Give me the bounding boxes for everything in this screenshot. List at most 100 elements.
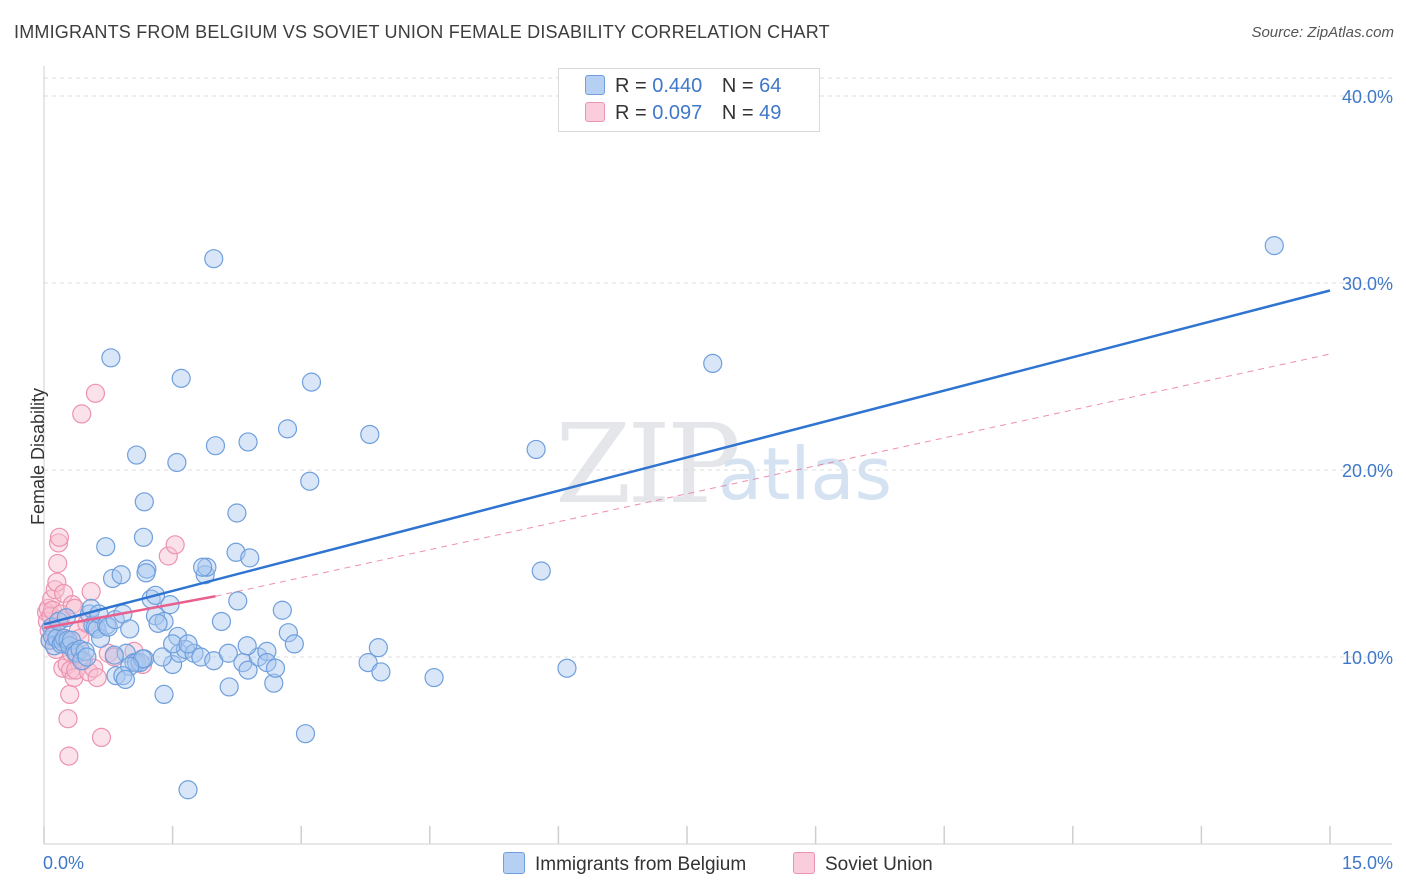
data-point-belgium <box>368 638 388 658</box>
data-point-belgium <box>238 660 258 680</box>
data-point-belgium <box>228 591 248 611</box>
bottom-legend-label-soviet: Soviet Union <box>825 854 933 875</box>
data-point-soviet-union <box>158 546 178 566</box>
data-point-soviet-union <box>47 572 67 592</box>
legend-n-label: N = <box>721 102 754 124</box>
y-tick-label: 10.0% <box>1342 648 1393 668</box>
legend-r-label: R = <box>615 102 647 124</box>
legend-n-value: 64 <box>759 75 782 97</box>
data-point-belgium <box>167 452 187 473</box>
legend-r-value: 0.097 <box>652 102 703 124</box>
data-point-belgium <box>126 445 147 465</box>
data-point-soviet-union <box>87 667 107 688</box>
data-point-belgium <box>284 634 304 654</box>
data-point-soviet-union <box>48 533 69 553</box>
data-point-belgium <box>526 439 546 460</box>
chart-title: IMMIGRANTS FROM BELGIUM VS SOVIET UNION … <box>14 22 830 42</box>
data-point-belgium <box>238 432 258 452</box>
data-point-belgium <box>531 561 551 581</box>
data-point-belgium <box>240 548 260 568</box>
data-point-belgium <box>371 662 391 682</box>
data-point-belgium <box>277 419 298 439</box>
data-point-belgium <box>193 557 213 577</box>
y-tick-label: 40.0% <box>1342 87 1393 107</box>
data-point-belgium <box>703 353 723 374</box>
data-point-belgium <box>218 643 238 663</box>
data-point-belgium <box>272 600 292 620</box>
chart-source: Source: ZipAtlas.com <box>1251 24 1394 41</box>
data-point-belgium <box>197 557 217 577</box>
legend-row-soviet: R = 0.097 N = 49 <box>585 102 781 126</box>
data-point-belgium <box>163 654 183 675</box>
data-point-belgium <box>106 666 126 686</box>
data-point-belgium <box>358 653 378 673</box>
data-point-belgium <box>424 667 444 688</box>
legend-swatch-belgium <box>585 75 605 95</box>
data-point-soviet-union <box>72 404 92 424</box>
data-point-soviet-union <box>91 727 112 748</box>
y-tick-labels: 10.0% 20.0% 30.0% 40.0% <box>1342 87 1393 668</box>
data-point-soviet-union <box>59 746 79 766</box>
y-tick-label: 30.0% <box>1342 274 1393 294</box>
data-point-belgium <box>278 623 298 643</box>
data-point-belgium <box>204 249 224 269</box>
data-point-belgium <box>237 636 257 656</box>
data-point-belgium <box>219 677 239 697</box>
legend-row-belgium: R = 0.440 N = 64 <box>585 75 781 99</box>
x-tick-labels: 0.0% 15.0% <box>43 853 1393 873</box>
data-point-soviet-union <box>85 383 106 403</box>
data-point-belgium <box>152 647 172 667</box>
x-tick-label: 0.0% <box>43 853 84 873</box>
data-point-soviet-union <box>48 553 68 574</box>
belgium-points <box>40 236 1284 800</box>
data-point-belgium <box>178 780 198 800</box>
data-point-belgium <box>557 658 577 678</box>
data-point-belgium <box>101 348 121 368</box>
trend-line-soviet-dashed <box>215 353 1331 597</box>
trend-lines <box>43 289 1331 630</box>
legend-n-label: N = <box>721 75 754 97</box>
legend-r-label: R = <box>615 75 647 97</box>
bottom-legend-soviet: Soviet Union <box>793 852 933 876</box>
data-point-belgium <box>300 471 320 491</box>
data-point-belgium <box>96 537 116 557</box>
x-tick-label: 15.0% <box>1342 853 1393 873</box>
legend-n-value: 49 <box>759 102 782 124</box>
data-point-belgium <box>98 617 118 637</box>
data-point-belgium <box>301 372 322 392</box>
trend-line-belgium <box>43 289 1331 626</box>
bottom-legend-label-belgium: Immigrants from Belgium <box>535 854 747 875</box>
bottom-legend-swatch-belgium <box>503 852 525 874</box>
data-point-soviet-union <box>81 581 101 602</box>
data-point-belgium <box>133 527 154 547</box>
data-point-soviet-union <box>58 709 78 729</box>
data-point-belgium <box>134 492 154 512</box>
data-point-belgium <box>111 565 131 585</box>
data-point-belgium <box>360 424 380 445</box>
data-point-soviet-union <box>165 535 185 555</box>
data-point-belgium <box>205 436 226 456</box>
data-point-soviet-union <box>49 527 70 547</box>
data-point-belgium <box>265 658 286 678</box>
data-point-belgium <box>191 647 211 667</box>
data-point-soviet-union <box>64 667 84 688</box>
data-point-belgium <box>264 673 284 693</box>
bottom-legend-swatch-soviet <box>793 852 815 874</box>
legend-r-value: 0.440 <box>652 75 703 97</box>
data-point-belgium <box>1264 236 1284 256</box>
data-point-belgium <box>178 634 198 654</box>
data-point-belgium <box>154 684 174 705</box>
watermark-logo-atlas: atlas <box>718 432 892 516</box>
data-point-belgium <box>77 647 97 667</box>
data-point-belgium <box>120 619 140 639</box>
y-tick-label: 20.0% <box>1342 461 1393 481</box>
data-point-belgium <box>211 611 232 632</box>
data-point-belgium <box>148 613 168 633</box>
data-point-belgium <box>171 368 191 388</box>
trend-line-soviet <box>43 594 216 630</box>
data-point-belgium <box>227 503 247 523</box>
data-point-belgium <box>136 563 156 583</box>
legend: R = 0.440 N = 64 R = 0.097 N = 49 <box>558 68 820 132</box>
axes <box>43 66 1392 845</box>
